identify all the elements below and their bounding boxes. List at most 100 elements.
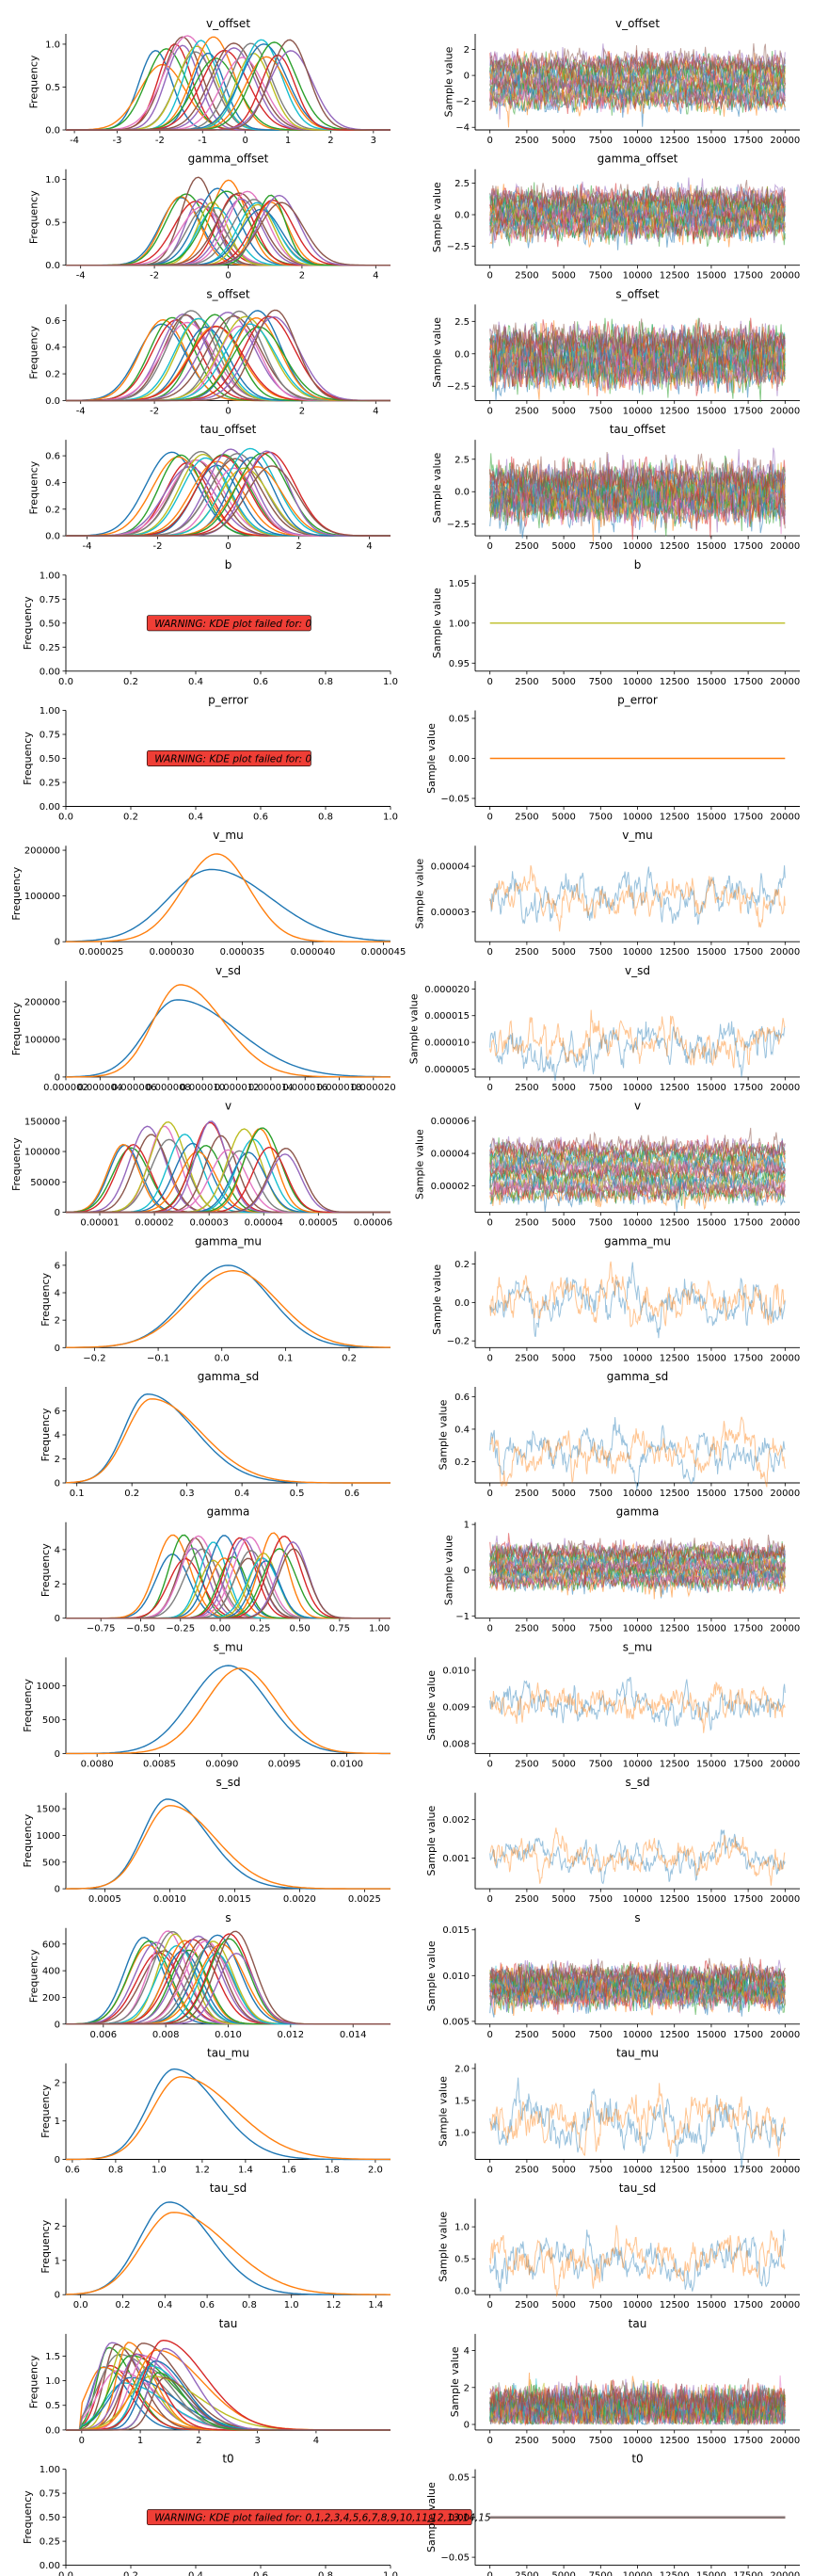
kde-ylabel: Frequency	[40, 1543, 52, 1597]
kde-title: p_error	[208, 694, 248, 707]
kde-xtick-label: −0.50	[126, 1624, 155, 1634]
trace-panel-p_error: 0 2500 5000 7500 10000 12500 15000 17500 20000 −0…	[425, 694, 800, 823]
trace-xtick-label: 7500	[589, 2165, 613, 2176]
kde-ytick-label: 500	[42, 1858, 60, 1868]
kde-panel-t0: 0.0 0.2 0.4 0.6 0.8 1.0 0.00 0.25 0.50 0.75 1.00 t0…	[22, 2453, 491, 2576]
trace-panel-gamma_offset: 0 2500 5000 7500 10000 12500 15000 17500 20000 −2…	[431, 153, 800, 282]
trace-ytick-label: 0.00003	[431, 908, 470, 918]
trace-xtick-label: 2500	[515, 1759, 538, 1769]
kde-ylabel: Frequency	[27, 55, 40, 108]
trace-xtick-label: 17500	[733, 406, 763, 416]
kde-title: s_mu	[214, 1640, 244, 1653]
trace-xtick-label: 0	[486, 677, 492, 687]
trace-xtick-label: 5000	[551, 2165, 575, 2176]
trace-xtick-label: 7500	[589, 271, 613, 282]
trace-chain	[489, 1417, 786, 1490]
trace-ytick-label: 0.00	[449, 754, 470, 765]
trace-xtick-label: 20000	[770, 1218, 800, 1229]
trace-xtick-label: 7500	[589, 677, 613, 687]
kde-ylabel: Frequency	[10, 1137, 23, 1191]
kde-ytick-label: 1.0	[45, 2376, 60, 2387]
kde-ytick-label: 2	[55, 1316, 60, 1327]
trace-xtick-label: 2500	[515, 2436, 538, 2446]
kde-ytick-label: 0.50	[40, 619, 60, 629]
kde-xtick-label: 0.000040	[291, 947, 336, 958]
kde-ylabel: Frequency	[40, 1272, 52, 1326]
kde-title: tau	[219, 2317, 238, 2330]
trace-xtick-label: 0	[486, 541, 492, 552]
trace-title: tau_offset	[610, 423, 666, 436]
trace-xtick-label: 15000	[696, 947, 726, 958]
kde-xtick-label: 0.6	[199, 2300, 215, 2310]
kde-xtick-label: 0.0	[73, 2300, 88, 2310]
kde-ylabel: Frequency	[40, 1408, 52, 1461]
trace-xtick-label: 0	[486, 2030, 492, 2040]
kde-warning-bg	[146, 2509, 472, 2526]
kde-xtick-label: 0.000002	[43, 1083, 88, 1093]
trace-xtick-label: 10000	[623, 1624, 653, 1634]
kde-ytick-label: 0.5	[45, 218, 60, 229]
trace-xtick-label: 12500	[660, 2571, 690, 2576]
kde-curve	[66, 465, 391, 537]
kde-xtick-label: 0.6	[65, 2165, 80, 2176]
kde-curve	[66, 853, 391, 942]
trace-title: tau_mu	[616, 2047, 659, 2060]
kde-panel-s_mu: 0.0080 0.0085 0.0090 0.0095 0.0100 0 500 1000 s_…	[22, 1640, 391, 1769]
kde-ytick-label: 0.4	[45, 478, 60, 489]
row-p_error: 0.0 0.2 0.4 0.6 0.8 1.0 0.00 0.25 0.50 0.75 1.00 p_…	[22, 694, 800, 823]
trace-chain	[489, 1416, 786, 1488]
trace-ylabel: Sample value	[414, 859, 426, 929]
kde-panel-gamma_sd: 0.1 0.2 0.3 0.4 0.5 0.6 0 2 4 6 gamma_sd Frequency	[40, 1370, 391, 1499]
trace-ylabel: Sample value	[437, 2076, 449, 2147]
row-gamma_offset: -4 -2 0 2 4 0.0 0.5 1.0 gamma_offset Frequency 0 25…	[27, 153, 800, 282]
kde-curve	[66, 1934, 391, 2025]
trace-xtick-label: 17500	[733, 2571, 763, 2576]
row-v: 0.00001 0.00002 0.00003 0.00004 0.00005 0.000…	[10, 1100, 800, 1229]
kde-xtick-label: 3	[371, 136, 376, 146]
kde-xtick-label: 0.008	[152, 2030, 180, 2040]
kde-xtick-label: 2	[295, 541, 301, 552]
kde-xtick-label: 0.0	[58, 813, 73, 823]
kde-curve	[66, 1121, 391, 1214]
trace-xtick-label: 15000	[696, 541, 726, 552]
kde-xtick-label: 0.0	[58, 677, 73, 687]
kde-ytick-label: 0.75	[40, 731, 60, 741]
trace-xtick-label: 12500	[660, 1083, 690, 1093]
kde-xtick-label: 0.2	[123, 2571, 138, 2576]
row-gamma_mu: −0.2 −0.1 0.0 0.1 0.2 0 2 4 6 gamma_mu Frequency 0 2…	[40, 1234, 800, 1363]
trace-title: tau_sd	[619, 2182, 657, 2195]
kde-curve	[65, 2201, 391, 2295]
kde-panel-v_offset: -4 -3 -2 -1 0 1 2 3 0.0 0.5 1.0 v_offset Frequency	[27, 17, 391, 146]
trace-ytick-label: −2	[455, 97, 470, 107]
trace-xtick-label: 20000	[770, 1489, 800, 1499]
kde-panel-v: 0.00001 0.00002 0.00003 0.00004 0.00005 0.000…	[10, 1100, 392, 1229]
trace-xtick-label: 10000	[623, 1218, 653, 1229]
trace-xtick-label: 5000	[551, 406, 575, 416]
kde-warning-box: WARNING: KDE plot failed for: 0	[146, 750, 312, 766]
kde-xtick-label: 0.8	[108, 2165, 123, 2176]
trace-chain	[489, 451, 786, 495]
trace-xtick-label: 10000	[623, 136, 653, 146]
kde-xtick-label: 0.00002	[135, 1218, 173, 1229]
kde-ytick-label: 4	[55, 1289, 60, 1299]
kde-xtick-label: 0.00004	[245, 1218, 283, 1229]
kde-curve	[66, 1537, 391, 1619]
trace-xtick-label: 20000	[770, 1759, 800, 1769]
trace-xtick-label: 7500	[589, 2030, 613, 2040]
kde-panel-p_error: 0.0 0.2 0.4 0.6 0.8 1.0 0.00 0.25 0.50 0.75 1.00 p_…	[22, 694, 398, 823]
kde-ytick-label: 0.00	[40, 667, 60, 677]
kde-curve	[66, 1667, 391, 1755]
kde-ytick-label: 1500	[37, 1805, 60, 1815]
trace-xtick-label: 15000	[696, 1083, 726, 1093]
trace-chain	[489, 184, 786, 219]
trace-xtick-label: 17500	[733, 271, 763, 282]
kde-curve	[66, 309, 391, 402]
kde-ytick-label: 1	[55, 2256, 60, 2266]
row-v_offset: -4 -3 -2 -1 0 1 2 3 0.0 0.5 1.0 v_offset Frequency 0 2…	[27, 17, 800, 146]
trace-ylabel: Sample value	[425, 1670, 438, 1741]
trace-xtick-label: 20000	[770, 2571, 800, 2576]
kde-ytick-label: 0	[55, 1749, 60, 1760]
trace-ylabel: Sample value	[425, 723, 438, 794]
trace-xtick-label: 17500	[733, 677, 763, 687]
trace-xtick-label: 20000	[770, 947, 800, 958]
